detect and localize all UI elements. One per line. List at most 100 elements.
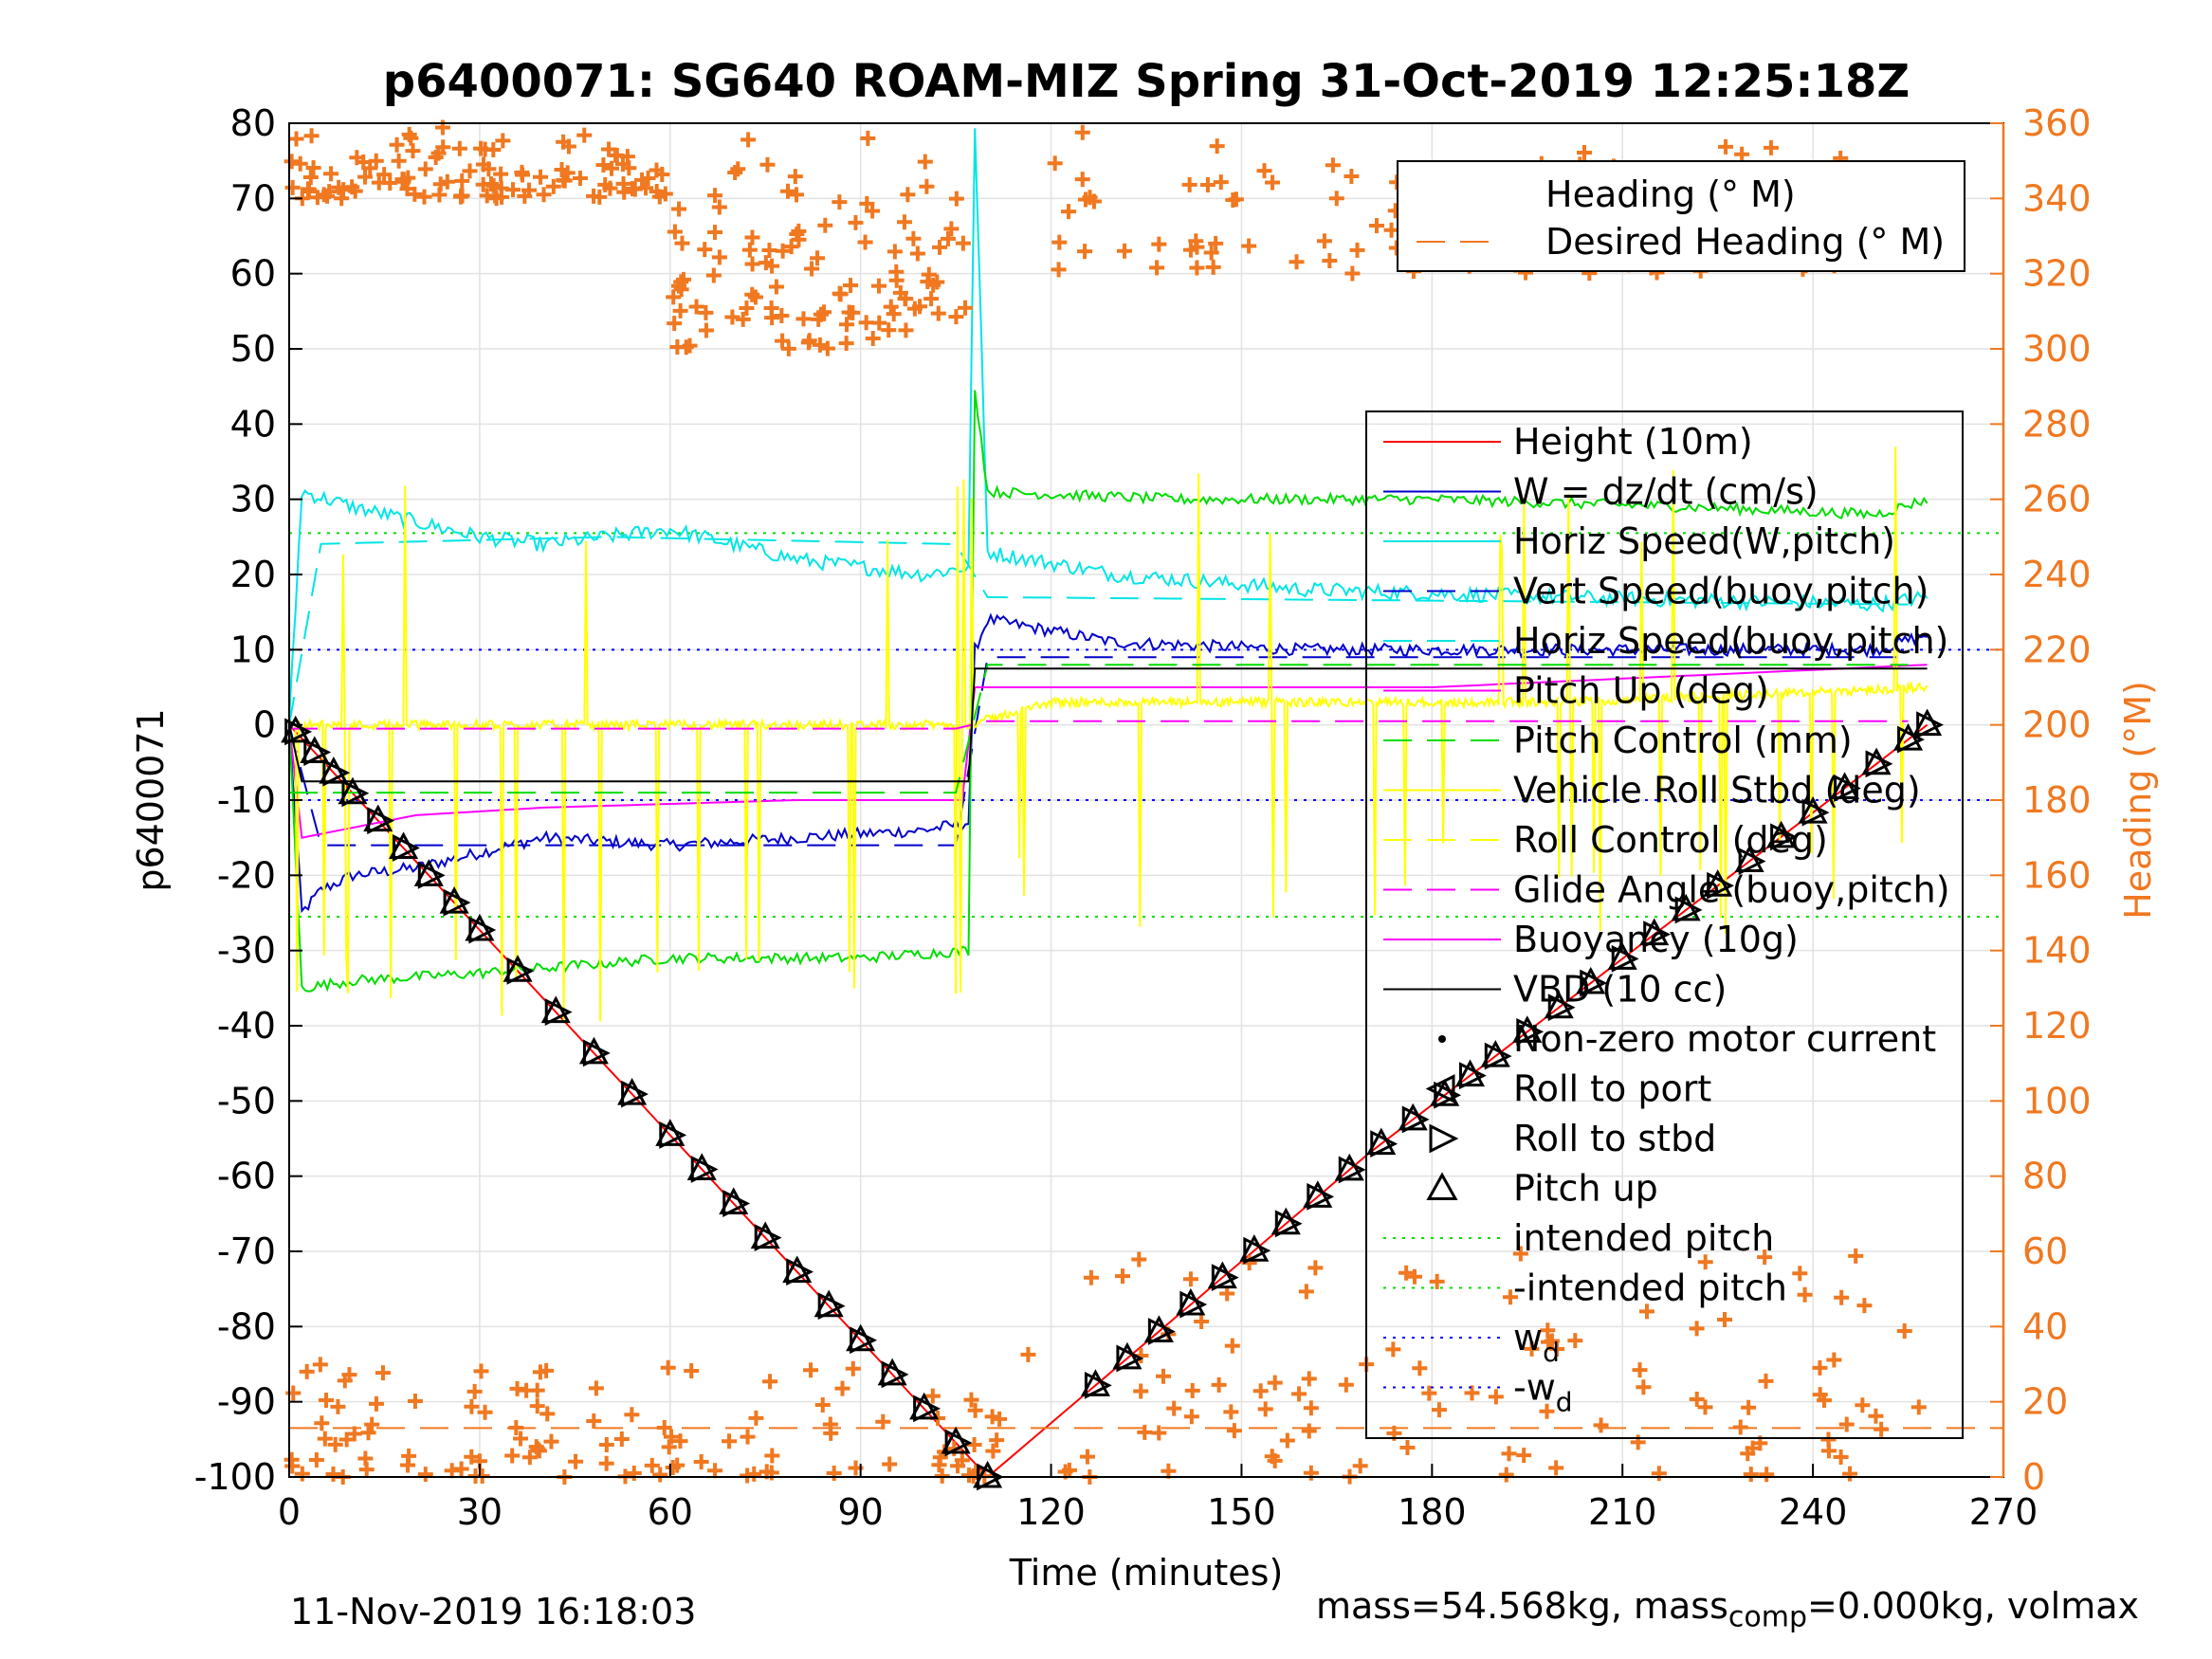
heading-marker [400, 1457, 416, 1473]
footer-timestamp: 11-Nov-2019 16:18:03 [290, 1591, 697, 1632]
heading-marker [302, 169, 319, 185]
y2-tick-label: 220 [2022, 629, 2092, 670]
heading-marker [338, 1431, 355, 1448]
heading-marker [783, 239, 799, 255]
heading-marker [1133, 1383, 1149, 1399]
heading-marker [1051, 234, 1068, 250]
heading-marker [536, 187, 552, 203]
y-tick-label: -10 [217, 779, 276, 821]
pitch-up-marker [750, 1221, 780, 1249]
pitch-up-marker [719, 1187, 749, 1215]
roll-stbd-marker [944, 1429, 973, 1457]
heading-marker [1074, 124, 1090, 140]
heading-marker [762, 1374, 778, 1390]
heading-marker [780, 183, 796, 199]
roll-stbd-marker [582, 1039, 611, 1067]
heading-marker [1223, 1404, 1239, 1420]
roll-stbd-marker [341, 779, 370, 808]
heading-marker [857, 234, 873, 250]
heading-marker [1385, 1341, 1401, 1358]
legend-label: Horiz Speed(buoy,pitch) [1513, 620, 1948, 662]
y2-tick-label: 100 [2022, 1080, 2092, 1121]
heading-marker [871, 315, 887, 331]
heading-marker [349, 150, 365, 166]
x-tick-label: 0 [278, 1491, 301, 1533]
heading-marker [399, 181, 415, 197]
heading-marker [417, 1467, 433, 1483]
heading-marker [462, 163, 478, 179]
heading-marker [834, 1380, 850, 1396]
roll-stbd-marker [367, 807, 395, 835]
heading-marker [909, 246, 925, 262]
y2-axis-label: Heading (°M) [2117, 681, 2159, 920]
heading-marker [529, 1382, 545, 1398]
roll-stbd-marker [1801, 798, 1830, 827]
heading-marker [649, 162, 665, 178]
legend-label: Pitch Control (mm) [1513, 720, 1853, 761]
pitch-up-marker [1398, 1103, 1428, 1131]
heading-marker [795, 311, 812, 327]
heading-marker [533, 169, 549, 185]
heading-marker [722, 1433, 738, 1449]
y-tick-label: -30 [217, 930, 276, 972]
heading-marker [661, 1439, 677, 1455]
pitch-up-marker [846, 1323, 876, 1352]
heading-marker [364, 1416, 380, 1432]
heading-marker [832, 286, 849, 302]
heading-marker [530, 1441, 546, 1457]
heading-marker [882, 1456, 898, 1472]
heading-marker [1224, 1338, 1240, 1354]
heading-marker [826, 1465, 842, 1481]
heading-marker [439, 173, 455, 190]
heading-marker [1399, 1440, 1416, 1456]
reference-lines [289, 532, 2003, 918]
heading-marker [985, 1443, 1001, 1459]
pitch-up-marker [1861, 747, 1892, 775]
legend-label: Roll Control (deg) [1513, 819, 1828, 861]
heading-marker [1267, 1375, 1283, 1391]
heading-marker [532, 1364, 548, 1380]
y-tick-label: 60 [230, 253, 276, 295]
heading-marker [1079, 1449, 1095, 1465]
y2-tick-label: 20 [2022, 1381, 2068, 1423]
heading-marker [1689, 1321, 1705, 1337]
heading-marker [1651, 1466, 1667, 1482]
heading-marker [624, 1407, 640, 1423]
heading-marker [319, 1393, 335, 1409]
pitch-up-marker [877, 1358, 907, 1386]
heading-marker [317, 1431, 333, 1447]
roll-stbd-marker [1516, 1017, 1545, 1046]
heading-marker [576, 127, 593, 143]
heading-marker [1743, 1467, 1759, 1483]
roll-stbd-marker [817, 1292, 846, 1321]
heading-marker [473, 1363, 489, 1379]
heading-marker [1812, 1359, 1828, 1376]
pitch-up-marker [655, 1119, 686, 1146]
roll-stbd-marker [881, 1360, 909, 1389]
pitch-up-marker [1080, 1369, 1110, 1396]
heading-marker [1316, 233, 1332, 249]
heading-marker [1252, 1383, 1269, 1399]
heading-marker [905, 230, 922, 246]
heading-marker [1718, 138, 1734, 155]
roll-stbd-marker [786, 1258, 814, 1286]
heading-marker [327, 1436, 343, 1452]
pitch-up-marker [1303, 1180, 1333, 1208]
heading-marker [1183, 1409, 1199, 1425]
heading-marker [900, 187, 916, 203]
heading-marker [1549, 1340, 1565, 1357]
heading-marker [1156, 1368, 1171, 1384]
roll-stbd-marker [1834, 775, 1861, 802]
heading-marker [375, 1365, 391, 1381]
heading-marker [389, 137, 405, 153]
heading-marker [1734, 146, 1750, 162]
legend-heading: Heading (° M) Desired Heading (° M) [1397, 160, 1965, 272]
y-tick-label: -20 [217, 854, 276, 896]
series-horiz-speed-buoy-pitch [288, 536, 1909, 725]
heading-marker [875, 1413, 891, 1430]
chart-title: p6400071: SG640 ROAM-MIZ Spring 31-Oct-2… [383, 55, 1910, 108]
heading-marker [764, 310, 780, 326]
roll-stbd-marker [850, 1326, 878, 1355]
pitch-up-marker [439, 886, 469, 914]
pitch-up-marker [319, 757, 349, 784]
